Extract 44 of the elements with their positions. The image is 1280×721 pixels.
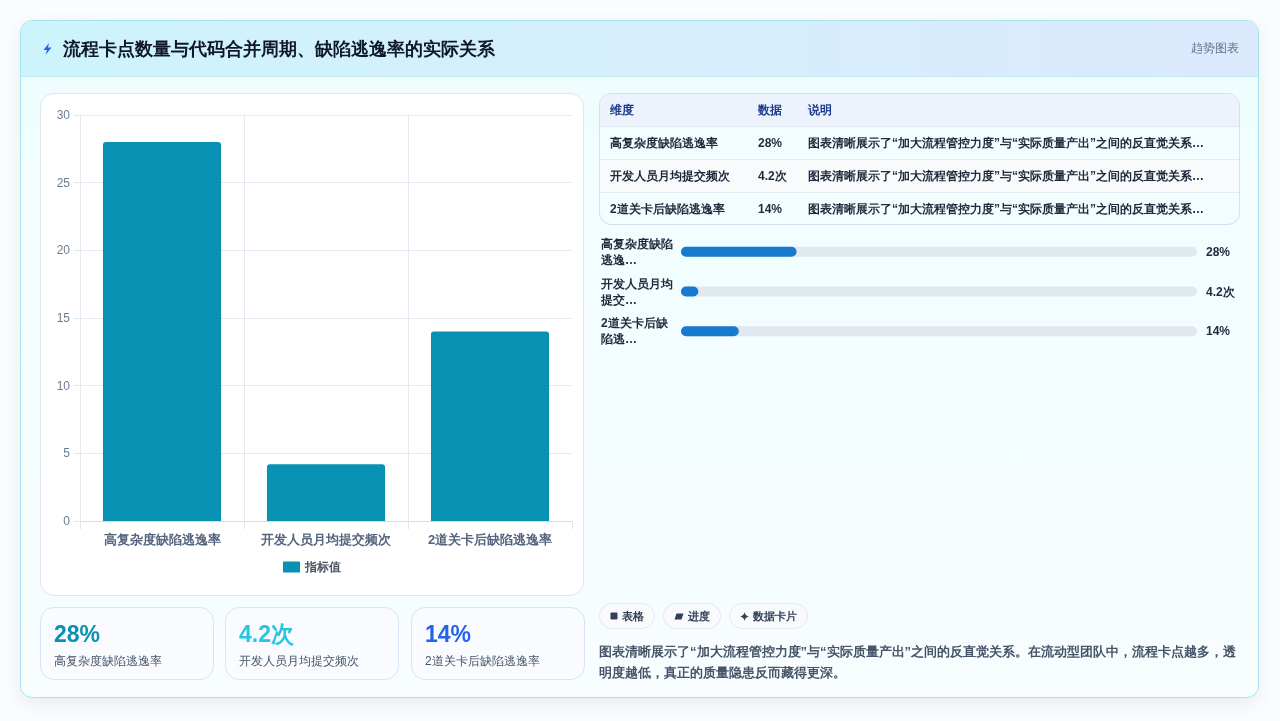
category-label: 2道关卡后缺陷逃逸率	[609, 200, 726, 218]
text: 28%	[758, 136, 783, 150]
x-tick-label: 开发人员月均提交频次	[260, 532, 392, 547]
category-label: 高复杂度缺陷逃逸率	[600, 126, 748, 160]
y-tick-label: 5	[63, 446, 71, 461]
y-tick-label: 开发人员月均提交…	[600, 276, 673, 307]
text: 4.2次	[758, 168, 787, 183]
text: 表格	[622, 608, 644, 624]
text: 28%	[54, 621, 101, 647]
chart-title: 流程卡点数量与代码合并周期、缺陷逃逸率的实际关系	[63, 38, 495, 61]
y-tick-label: 10	[56, 378, 71, 393]
bar	[266, 464, 386, 521]
text: 进度	[688, 608, 710, 624]
y-tick-label: 高复杂度缺陷逃逸…	[600, 236, 673, 267]
y-tick-label: 30	[56, 108, 71, 122]
category-label: 2道关卡后缺陷逃逸率	[425, 653, 540, 669]
text: 维度	[600, 94, 748, 127]
data-label: 4.2次	[1206, 284, 1236, 299]
y-tick-label: 20	[56, 243, 71, 258]
category-label: 开发人员月均提交频次	[600, 159, 748, 193]
y-tick-label: 25	[56, 175, 71, 190]
text: 图表清晰展示了“加大流程管控力度”与“实际质量产出”之间的反直觉关系…	[807, 200, 1205, 218]
text: 14%	[758, 202, 783, 216]
text: 图表清晰展示了“加大流程管控力度”与“实际质量产出”之间的反直觉关系…	[798, 159, 1239, 193]
category-label: 开发人员月均提交频次	[239, 653, 359, 669]
bar	[102, 142, 222, 521]
x-tick-label: 高复杂度缺陷逃逸率	[103, 532, 221, 547]
category-label: 高复杂度缺陷逃逸率	[54, 653, 162, 669]
bar	[430, 331, 550, 521]
legend-label: 指标值	[304, 560, 341, 574]
text: 图表清晰展示了“加大流程管控力度”与“实际质量产出”之间的反直觉关系。在流动型团队中，流程卡点越多，透明度越低，真正的质量隐患反而藏得更深。	[599, 643, 1237, 682]
data-label: 14%	[1206, 324, 1231, 339]
x-tick-label: 2道关卡后缺陷逃逸率	[427, 532, 553, 547]
y-tick-label: 0	[63, 514, 71, 528]
y-tick-label: 2道关卡后缺陷逃…	[601, 316, 669, 347]
y-tick-label: 15	[56, 311, 71, 325]
text: 趋势图表	[1191, 40, 1239, 56]
text: 14%	[425, 621, 472, 647]
text: 数据	[748, 94, 798, 127]
text: 图表清晰展示了“加大流程管控力度”与“实际质量产出”之间的反直觉关系…	[798, 126, 1239, 160]
text: 数据卡片	[753, 608, 797, 624]
text: 4.2次	[239, 621, 294, 647]
text: 说明	[798, 94, 1239, 127]
data-label: 28%	[1206, 244, 1231, 259]
